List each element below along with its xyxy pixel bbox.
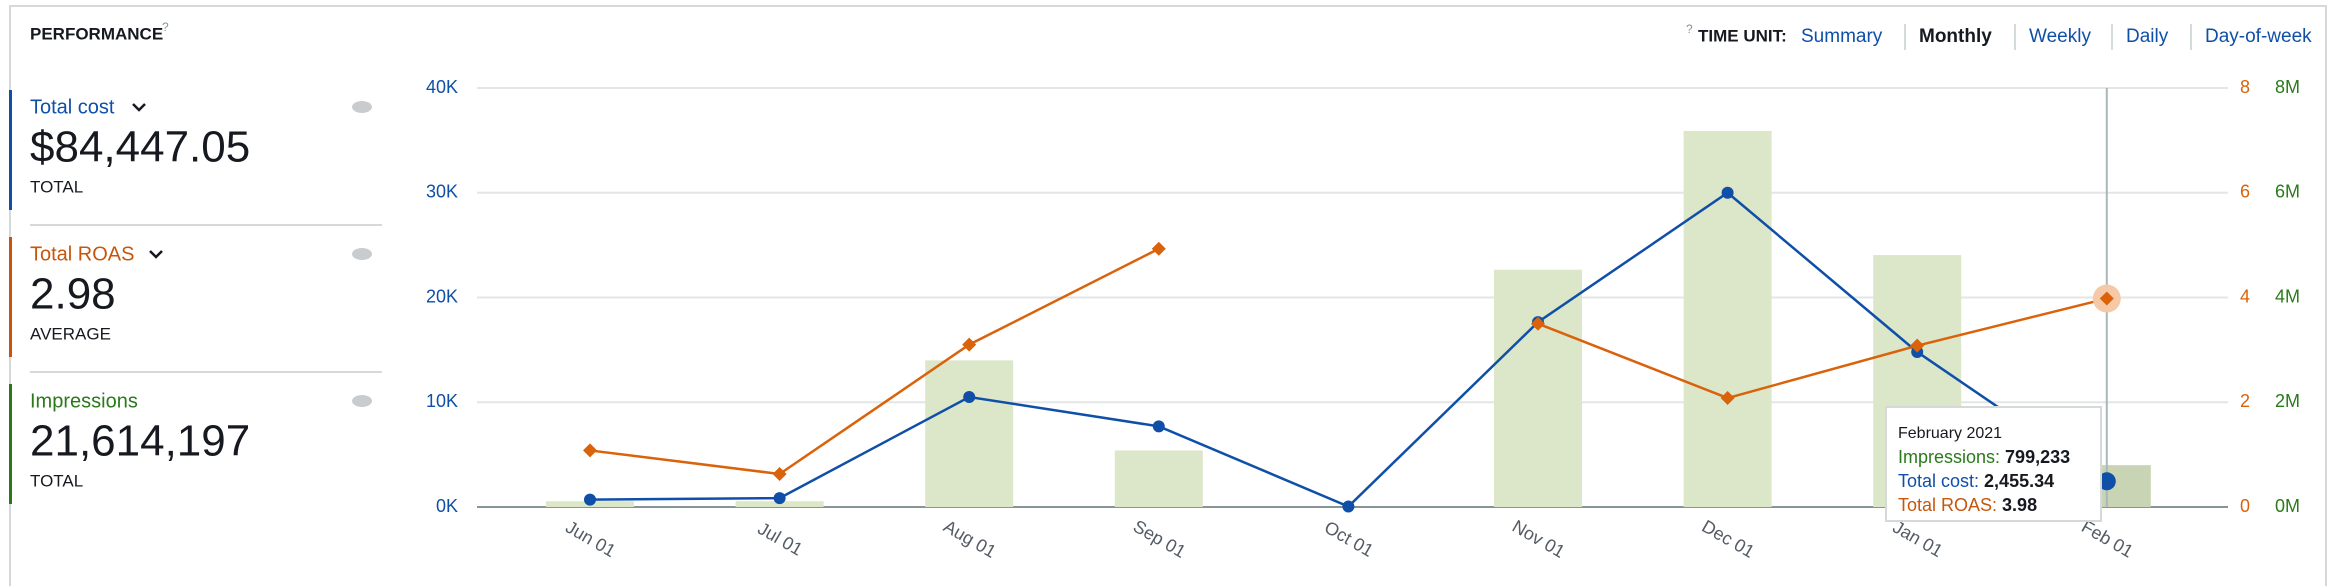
point (773, 492, 786, 505)
card-value: 21,614,197 (30, 417, 250, 466)
point (963, 391, 976, 404)
tooltip-value: 2,455.34 (1984, 471, 2054, 491)
point (962, 337, 977, 352)
tooltip (1885, 406, 2102, 522)
point (1342, 500, 1355, 513)
point (772, 467, 787, 482)
time-unit-option[interactable]: Daily (2126, 26, 2169, 47)
point (1152, 420, 1165, 433)
tooltip-label: Total ROAS: (1898, 495, 1997, 515)
point (584, 493, 596, 506)
y3-tick-label: 6M (2275, 182, 2300, 202)
tooltip-title: February 2021 (1898, 425, 2002, 442)
visibility-icon[interactable] (352, 101, 372, 113)
point (1721, 186, 1734, 199)
card-accent (9, 90, 12, 210)
y-tick-label: 40K (426, 77, 458, 97)
help-icon[interactable]: ? (162, 20, 169, 34)
card-sub: TOTAL (30, 177, 83, 196)
bar (735, 501, 824, 507)
time-unit-option[interactable]: Weekly (2029, 26, 2091, 47)
y2-tick-label: 8 (2240, 77, 2250, 97)
point (2097, 472, 2116, 491)
time-unit-option[interactable]: Monthly (1919, 26, 1992, 47)
tooltip-row: Impressions: 799,233 (1898, 447, 2070, 467)
chevron[interactable] (149, 250, 163, 259)
time-unit-option[interactable]: Day-of-week (2205, 26, 2312, 47)
tooltip-value: 799,233 (2005, 447, 2070, 467)
panel-title: PERFORMANCE (30, 24, 163, 43)
card-label[interactable]: Total ROAS (30, 243, 134, 265)
y2-tick-label: 0 (2240, 496, 2250, 516)
card-value: $84,447.05 (30, 123, 250, 172)
point (1910, 338, 1925, 353)
visibility-icon[interactable] (352, 395, 372, 407)
card-accent (9, 384, 12, 504)
card-sub: TOTAL (30, 471, 83, 490)
y2-tick-label: 6 (2240, 182, 2250, 202)
y-tick-label: 10K (426, 391, 458, 411)
visibility-icon[interactable] (352, 248, 372, 260)
y-tick-label: 0K (436, 496, 458, 516)
point (583, 443, 597, 458)
series-line (589, 247, 2108, 476)
point (1151, 241, 1166, 256)
y3-tick-label: 8M (2275, 77, 2300, 97)
card-value: 2.98 (30, 270, 116, 319)
tooltip-row: Total cost: 2,455.34 (1898, 471, 2054, 491)
card-sub: AVERAGE (30, 324, 111, 343)
card-label[interactable]: Total cost (30, 96, 115, 118)
bar (1494, 269, 1582, 507)
y3-tick-label: 0M (2275, 496, 2300, 516)
point (2099, 291, 2114, 306)
help-icon[interactable]: ? (1686, 22, 1693, 36)
tooltip-label: Total cost: (1898, 471, 1979, 491)
time-unit-label: TIME UNIT: (1698, 26, 1787, 45)
time-unit-option[interactable]: Summary (1801, 26, 1883, 47)
card-label[interactable]: Impressions (30, 390, 138, 412)
bar (925, 360, 1014, 507)
y-tick-label: 30K (426, 182, 458, 202)
chevron[interactable] (132, 103, 146, 112)
point (1531, 316, 1545, 331)
card-accent (9, 237, 12, 357)
tooltip-label: Impressions: (1898, 447, 2000, 467)
tooltip-value: 3.98 (2002, 495, 2037, 515)
y3-tick-label: 2M (2275, 391, 2300, 411)
y-tick-label: 20K (426, 286, 458, 306)
y2-tick-label: 4 (2240, 286, 2250, 306)
bar (1114, 450, 1203, 507)
y3-tick-label: 4M (2275, 286, 2300, 306)
tooltip-row: Total ROAS: 3.98 (1898, 495, 2037, 515)
y2-tick-label: 2 (2240, 391, 2250, 411)
point (1720, 391, 1735, 406)
